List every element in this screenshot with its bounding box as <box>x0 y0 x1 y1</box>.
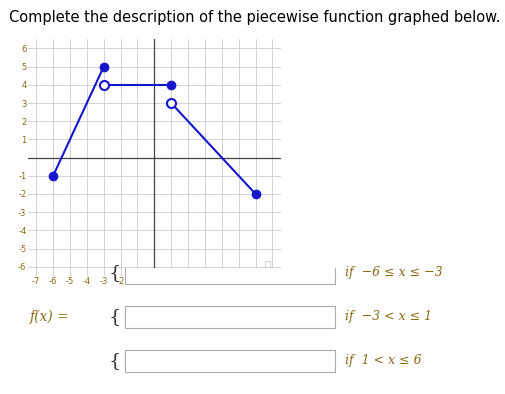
Text: f(x) =: f(x) = <box>30 310 70 324</box>
Text: if  −3 < x ≤ 1: if −3 < x ≤ 1 <box>344 310 431 323</box>
FancyBboxPatch shape <box>125 350 334 372</box>
FancyBboxPatch shape <box>125 306 334 328</box>
Text: {: { <box>109 264 121 282</box>
FancyBboxPatch shape <box>125 262 334 284</box>
Text: if  −6 ≤ x ≤ −3: if −6 ≤ x ≤ −3 <box>344 266 442 279</box>
Text: Complete the description of the piecewise function graphed below.: Complete the description of the piecewis… <box>9 10 499 25</box>
Text: {: { <box>109 308 121 326</box>
Text: 🔍: 🔍 <box>264 261 271 271</box>
Text: if  1 < x ≤ 6: if 1 < x ≤ 6 <box>344 355 421 368</box>
Text: {: { <box>109 352 121 370</box>
